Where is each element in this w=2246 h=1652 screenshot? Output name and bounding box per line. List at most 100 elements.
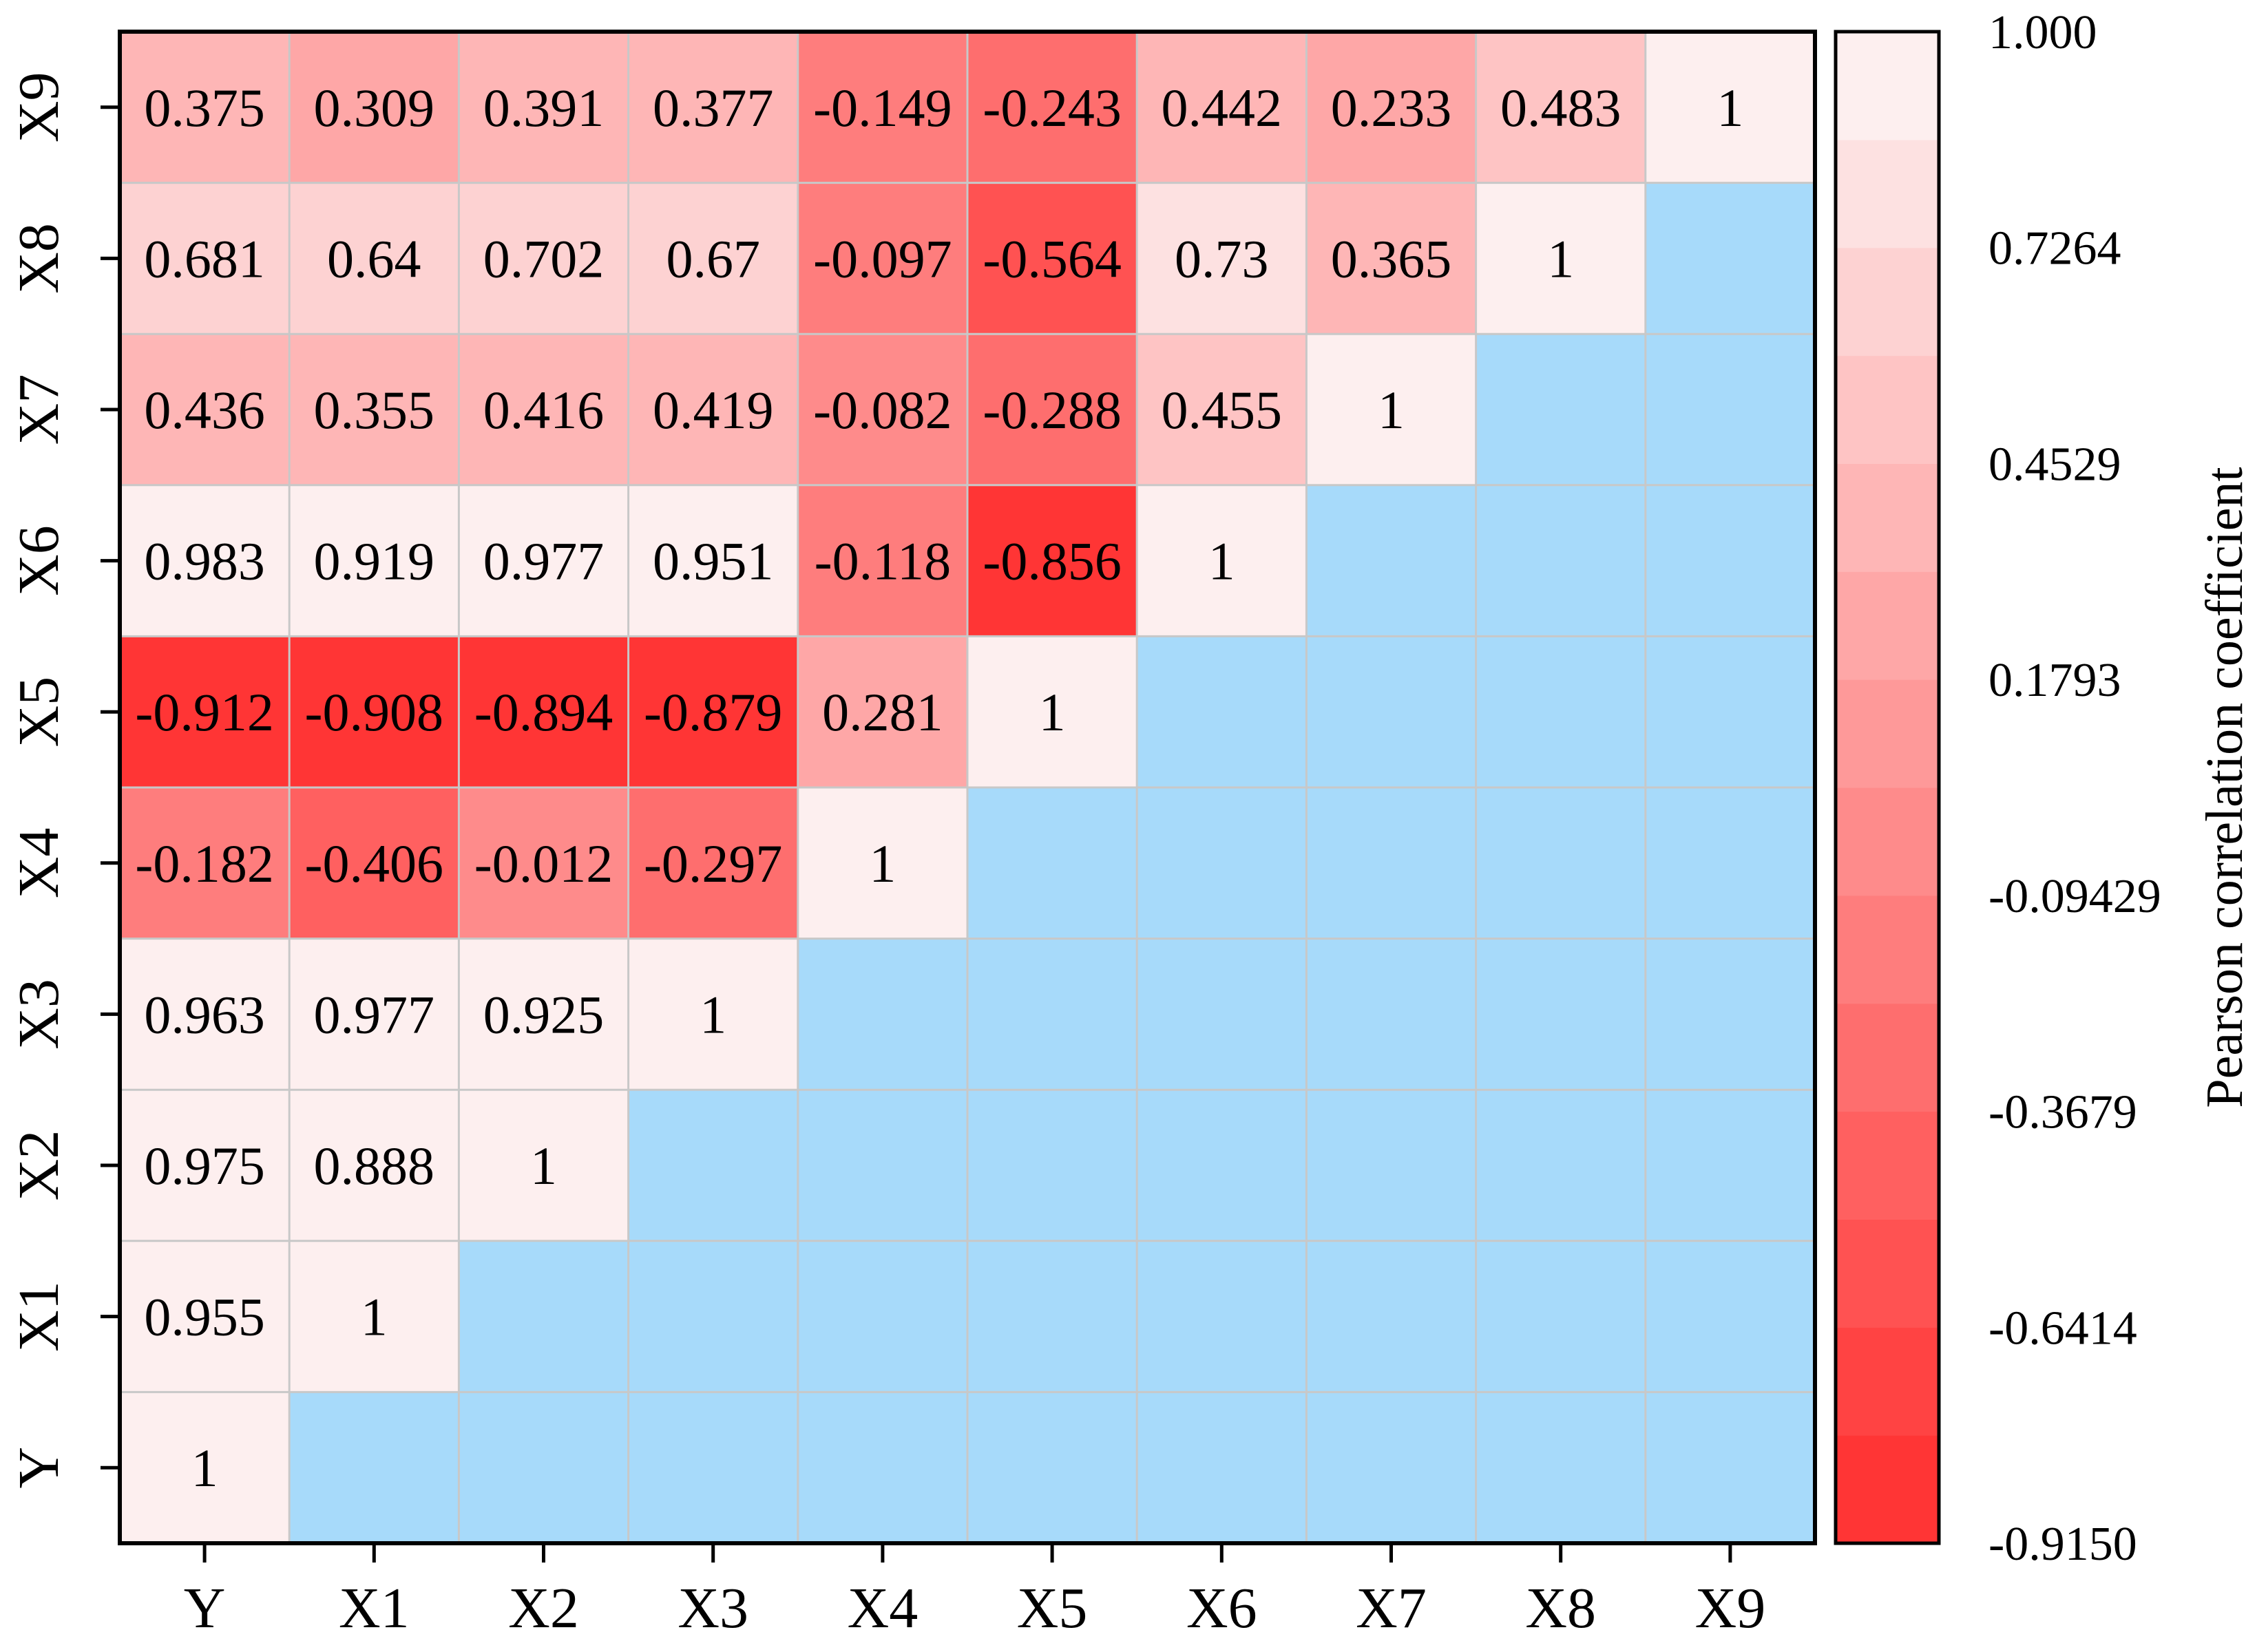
heatmap-cell-X7-X1: [289, 334, 459, 485]
cell-label-X1-Y: 0.955: [144, 1287, 265, 1347]
heatmap-cell-X6-X3: [628, 485, 798, 637]
cell-label-X3-Y: 0.963: [144, 984, 265, 1044]
x-tick-label-X6: X6: [1186, 1576, 1257, 1640]
cell-label-X5-X2: -0.894: [474, 682, 613, 742]
cell-label-X7-X5: -0.288: [983, 380, 1121, 440]
heatmap-cell-X7-X6: [1137, 334, 1307, 485]
colorbar-segment: [1836, 32, 1939, 140]
colorbar-segment: [1836, 787, 1939, 896]
heatmap-cell-X6-X4: [797, 485, 967, 637]
heatmap-cell-X5-X4: [797, 636, 967, 787]
heatmap-cell-X9-X2: [459, 32, 629, 183]
y-tick-label-X4: X4: [7, 827, 71, 898]
colorbar-tick-label: -0.9150: [1988, 1518, 2137, 1571]
heatmap-cell-X8-X8: [1476, 182, 1646, 335]
cell-label-X9-X2: 0.391: [483, 78, 605, 138]
heatmap-cell-X6-X6: [1137, 485, 1307, 637]
heatmap-cell-X5-X3: [628, 636, 798, 787]
y-tick-label-X1: X1: [7, 1281, 71, 1352]
heatmap-cell-X7-X5: [967, 334, 1137, 485]
heatmap-cell-X6-X2: [459, 485, 629, 637]
colorbar-segment: [1836, 679, 1939, 788]
cell-label-X7-X1: 0.355: [314, 380, 435, 440]
cell-label-X6-Y: 0.983: [144, 531, 265, 591]
heatmap-cell-X8-X1: [289, 182, 459, 335]
cell-label-X7-Y: 0.436: [144, 380, 265, 440]
heatmap-cell-X4-X2: [459, 787, 629, 939]
colorbar-segment: [1836, 571, 1939, 680]
cell-label-X7-X7: 1: [1378, 380, 1405, 440]
heatmap-cell-X8-X5: [967, 182, 1137, 335]
heatmap-cell-X9-X9: [1645, 32, 1815, 183]
plot-frame: [118, 30, 1817, 1545]
cell-label-X5-X5: 1: [1039, 682, 1066, 742]
colorbar-tick-label: 0.4529: [1988, 438, 2121, 491]
cell-label-X2-Y: 0.975: [144, 1136, 265, 1196]
cell-label-X7-X2: 0.416: [483, 380, 605, 440]
cell-label-X8-X1: 0.64: [327, 229, 421, 288]
cell-label-X8-X7: 0.365: [1331, 229, 1452, 288]
colorbar-tick-label: -0.09429: [1988, 870, 2161, 923]
heatmap-cell-X3-X2: [459, 938, 629, 1090]
x-tick-label-X2: X2: [508, 1576, 579, 1640]
heatmap-grid: [120, 32, 1815, 1543]
cell-label-X6-X5: -0.856: [983, 531, 1121, 591]
y-tick-label-X9: X9: [7, 72, 71, 142]
colorbar-frame: [1834, 30, 1941, 1545]
heatmap-cell-X5-X1: [289, 636, 459, 787]
cell-label-X7-X4: -0.082: [813, 380, 952, 440]
cell-label-X9-X1: 0.309: [314, 78, 435, 138]
heatmap-cell-X8-X4: [797, 182, 967, 335]
cell-label-X5-Y: -0.912: [135, 682, 273, 742]
heatmap-cell-X8-X2: [459, 182, 629, 335]
heatmap-cell-Y-Y: [120, 1392, 290, 1543]
cell-label-X9-X6: 0.442: [1162, 78, 1283, 138]
cell-label-X6-X2: 0.977: [483, 531, 605, 591]
colorbar-tick-label: 1.000: [1988, 6, 2097, 59]
heatmap-cell-X3-X1: [289, 938, 459, 1090]
heatmap-cell-X2-X1: [289, 1090, 459, 1241]
y-tick-label-X5: X5: [7, 677, 71, 748]
cell-label-X9-X7: 0.233: [1331, 78, 1452, 138]
cell-label-X9-X5: -0.243: [983, 78, 1121, 138]
x-tick-label-X7: X7: [1356, 1576, 1427, 1640]
cell-label-X9-X9: 1: [1717, 78, 1743, 138]
heatmap-cell-X7-Y: [120, 334, 290, 485]
cell-label-X7-X3: 0.419: [653, 380, 774, 440]
cell-label-X6-X6: 1: [1208, 531, 1235, 591]
heatmap-cell-X4-Y: [120, 787, 290, 939]
cell-label-X9-X8: 0.483: [1500, 78, 1621, 138]
heatmap-cell-X4-X3: [628, 787, 798, 939]
heatmap-cell-X6-Y: [120, 485, 290, 637]
x-tick-label-X5: X5: [1017, 1576, 1088, 1640]
heatmap-cell-X5-X2: [459, 636, 629, 787]
y-tick-label-Y: Y: [7, 1447, 71, 1489]
heatmap-cell-X6-X1: [289, 485, 459, 637]
heatmap-cell-X2-X2: [459, 1090, 629, 1241]
colorbar: 1.000 0.7264 0.4529 0.1793 -0.09429 -0.3679 -0…: [1834, 6, 2161, 1571]
cell-label-X8-X8: 1: [1547, 229, 1574, 288]
heatmap-cell-X1-X1: [289, 1240, 459, 1392]
cell-label-X4-X2: -0.012: [474, 834, 613, 893]
cell-label-X9-X4: -0.149: [813, 78, 952, 138]
heatmap-cell-X4-X4: [797, 787, 967, 939]
colorbar-segment: [1836, 463, 1939, 572]
y-tick-label-X2: X2: [7, 1130, 71, 1201]
colorbar-segment: [1836, 139, 1939, 248]
colorbar-tick-label: 0.7264: [1988, 222, 2121, 275]
colorbar-tick-label: -0.3679: [1988, 1086, 2137, 1139]
cell-label-Y-Y: 1: [191, 1438, 218, 1498]
heatmap-cell-X9-Y: [120, 32, 290, 183]
heatmap-cell-X3-X3: [628, 938, 798, 1090]
heatmap-cell-X9-X8: [1476, 32, 1646, 183]
y-tick-label-X6: X6: [7, 525, 71, 596]
cell-label-X3-X2: 0.925: [483, 984, 605, 1044]
cell-label-X6-X3: 0.951: [653, 531, 774, 591]
heatmap-cell-X8-X7: [1306, 182, 1476, 335]
colorbar-segment: [1836, 247, 1939, 357]
cell-label-X3-X3: 1: [700, 984, 726, 1044]
cell-label-X8-X5: -0.564: [983, 229, 1121, 288]
heatmap-cell-X3-Y: [120, 938, 290, 1090]
colorbar-segment: [1836, 355, 1939, 465]
heatmap-cell-X7-X4: [797, 334, 967, 485]
